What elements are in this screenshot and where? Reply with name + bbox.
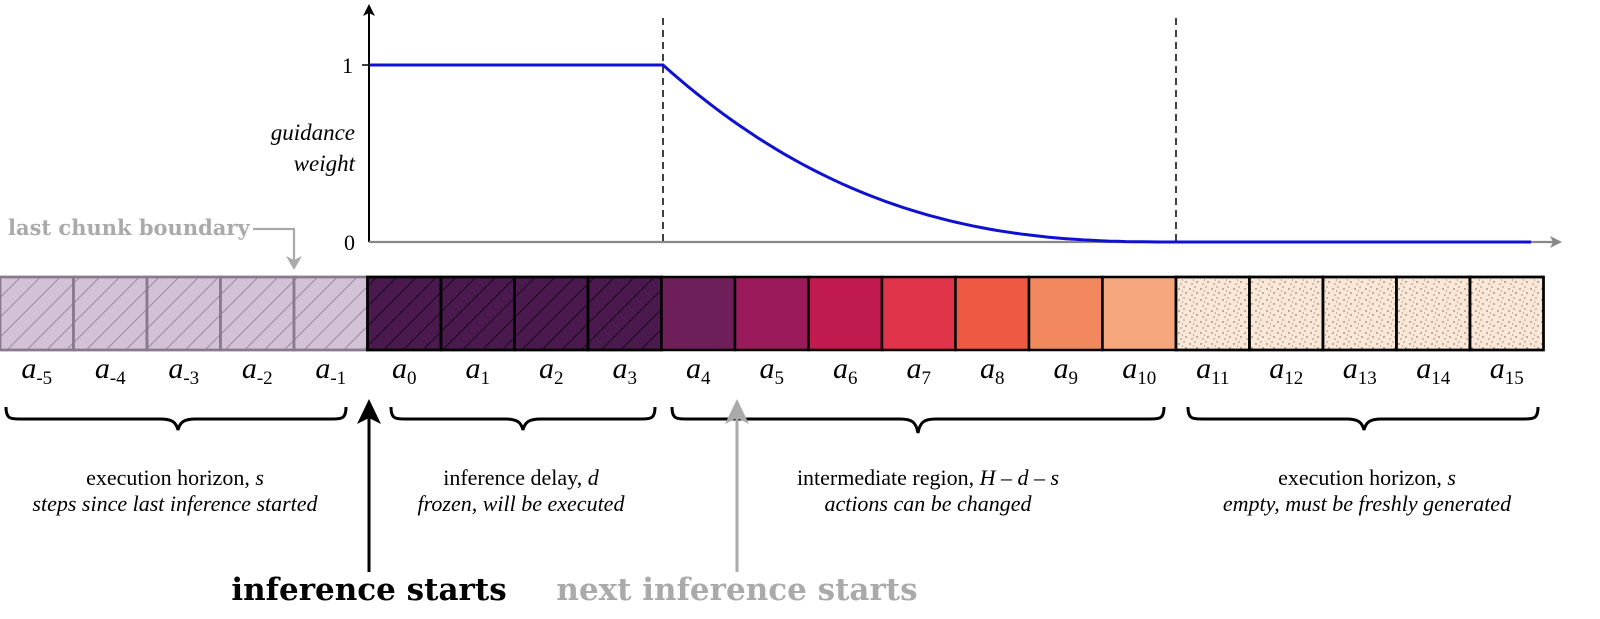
action-cell-texture (292, 275, 369, 352)
action-label: a14 (1416, 352, 1451, 389)
region-empty-subtitle: empty, must be freshly generated (1223, 491, 1512, 516)
region-intermediate-subtitle: actions can be changed (824, 491, 1032, 516)
action-cell-texture (1248, 275, 1325, 352)
action-label: a-2 (242, 352, 273, 389)
y-axis-label-line1: guidance (271, 120, 355, 145)
inference-starts-arrowhead (357, 399, 381, 424)
brace-past (4, 406, 348, 431)
inference-starts-label: inference starts (231, 572, 506, 608)
action-label: a3 (613, 352, 638, 389)
action-label: a-5 (21, 352, 52, 389)
y-tick-label-top: 1 (342, 53, 353, 78)
action-cell-texture (1395, 275, 1472, 352)
action-label: a9 (1054, 352, 1079, 389)
inference-markers: inference starts next inference starts (231, 399, 918, 608)
action-label: a11 (1196, 352, 1229, 389)
action-label: a7 (907, 352, 932, 389)
action-cell-intermediate (1027, 275, 1104, 352)
action-label: a6 (833, 352, 858, 389)
brace-intermediate (670, 406, 1166, 434)
last-chunk-boundary-arrowhead (286, 256, 302, 270)
action-cell-intermediate (954, 275, 1031, 352)
action-cell-intermediate (880, 275, 957, 352)
last-chunk-boundary-arrow (253, 227, 296, 260)
action-cell-intermediate (807, 275, 884, 352)
action-cell-intermediate (1101, 275, 1178, 352)
action-label: a1 (466, 352, 491, 389)
action-cell-texture (1321, 275, 1398, 352)
action-cells (0, 275, 1545, 352)
action-cell-texture (0, 275, 75, 352)
action-label: a-3 (168, 352, 199, 389)
action-label: a4 (686, 352, 711, 389)
chart: 1 0 guidance weight (271, 4, 1562, 255)
action-label: a-4 (95, 352, 126, 389)
action-cell-intermediate (660, 275, 737, 352)
action-label: a15 (1490, 352, 1524, 389)
next-inference-starts-label: next inference starts (556, 572, 917, 608)
y-axis-label-line2: weight (294, 151, 356, 176)
action-label: a0 (392, 352, 417, 389)
action-label: a-1 (315, 352, 346, 389)
action-cell-texture (1174, 275, 1251, 352)
region-frozen-title: inference delay, d (443, 465, 600, 490)
action-cell-texture (513, 275, 590, 352)
brace-frozen (389, 406, 657, 431)
region-intermediate-title: intermediate region, H – d – s (797, 465, 1059, 490)
y-tick-label-bottom: 0 (344, 230, 355, 255)
region-frozen-subtitle: frozen, will be executed (418, 491, 626, 516)
action-cell-intermediate (733, 275, 810, 352)
action-cell-texture (586, 275, 663, 352)
action-label: a8 (980, 352, 1005, 389)
action-cell-texture (72, 275, 149, 352)
region-descriptions: execution horizon, s steps since last in… (32, 465, 1512, 516)
action-cell-texture (439, 275, 516, 352)
next-inference-starts-arrowhead (725, 399, 749, 424)
region-past-subtitle: steps since last inference started (32, 491, 318, 516)
action-cell-texture (219, 275, 296, 352)
region-past-title: execution horizon, s (86, 465, 264, 490)
action-labels: a-5 a-4 a-3 a-2 a-1 a0 a1 a2 a3 a4 a5 a6 a7 a8 a9 a10 a1… (21, 352, 1523, 389)
action-label: a12 (1269, 352, 1303, 389)
action-cell-texture (366, 275, 443, 352)
last-chunk-boundary-label: last chunk boundary (8, 215, 250, 240)
brace-empty (1186, 406, 1540, 431)
action-cell-texture (145, 275, 222, 352)
guidance-weight-curve (369, 63, 1531, 244)
action-label: a5 (760, 352, 785, 389)
action-cell-texture (1468, 275, 1545, 352)
action-label: a2 (539, 352, 564, 389)
braces (4, 406, 1540, 434)
action-label: a10 (1122, 352, 1156, 389)
region-empty-title: execution horizon, s (1278, 465, 1456, 490)
action-label: a13 (1343, 352, 1377, 389)
last-chunk-boundary-callout: last chunk boundary (8, 215, 302, 270)
